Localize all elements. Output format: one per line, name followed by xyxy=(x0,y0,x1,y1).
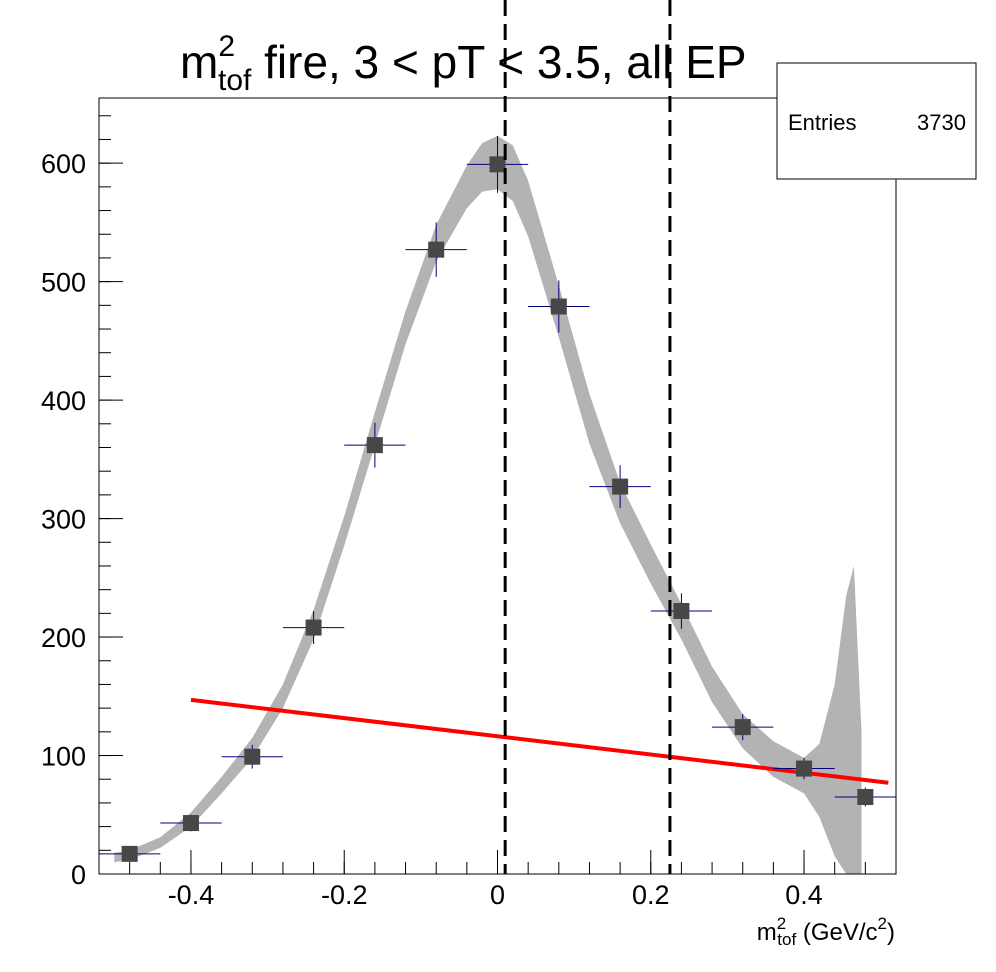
point-marker xyxy=(673,602,690,619)
background-fit-line xyxy=(190,697,889,785)
data-point xyxy=(466,135,529,193)
y-tick-label: 400 xyxy=(41,386,86,416)
axis-tick-labels: -0.4 -0.2 0 0.2 0.4 0 100 200 300 400 500 600 xyxy=(41,149,823,910)
xlabel-m: m xyxy=(757,919,777,946)
title-rest: fire, 3 < pT < 3.5, all EP xyxy=(251,36,746,88)
xlabel-unit: (GeV/c xyxy=(796,919,877,946)
stats-box-frame xyxy=(776,62,977,180)
xlabel-close: ) xyxy=(887,919,895,946)
point-marker xyxy=(612,478,629,495)
y-tick-label: 300 xyxy=(41,505,86,535)
x-tick-label: 0.2 xyxy=(632,880,670,910)
stats-entries-value: 3730 xyxy=(917,110,966,135)
data-point xyxy=(221,744,283,769)
point-marker xyxy=(428,241,445,258)
data-point xyxy=(282,610,345,645)
y-tick-label: 600 xyxy=(41,149,86,179)
point-marker xyxy=(305,619,322,636)
data-point xyxy=(834,787,896,807)
title-sup: 2 xyxy=(218,30,235,63)
data-point xyxy=(650,593,713,629)
xlabel-unit-sup: 2 xyxy=(878,914,887,933)
x-tick-label: -0.2 xyxy=(321,880,368,910)
point-marker xyxy=(121,845,138,862)
y-tick-label: 0 xyxy=(71,860,86,890)
data-point xyxy=(99,845,161,862)
data-points-layer xyxy=(99,135,896,862)
cut-lines-layer xyxy=(503,0,672,874)
point-marker xyxy=(489,156,506,173)
chart-title: m2 tof fire, 3 < pT < 3.5, all EP xyxy=(180,30,747,97)
y-tick-label: 500 xyxy=(41,268,86,298)
data-point xyxy=(405,222,467,277)
xlabel-sup: 2 xyxy=(777,914,786,933)
data-point xyxy=(160,814,222,832)
point-marker xyxy=(796,760,813,777)
title-sub: tof xyxy=(218,64,252,97)
point-marker xyxy=(366,437,383,454)
data-point xyxy=(712,714,774,741)
x-tick-label: 0 xyxy=(490,880,505,910)
data-point xyxy=(528,280,590,333)
stats-entries-label: Entries xyxy=(788,110,856,135)
title-m: m xyxy=(180,36,218,88)
point-marker xyxy=(550,298,567,315)
xlabel-sub: tof xyxy=(777,930,796,949)
x-tick-label: 0.4 xyxy=(785,880,823,910)
point-marker xyxy=(857,788,874,805)
point-marker xyxy=(734,719,751,736)
x-tick-label: -0.4 xyxy=(168,880,215,910)
y-tick-label: 100 xyxy=(41,742,86,772)
y-tick-label: 200 xyxy=(41,623,86,653)
background-fit-layer xyxy=(190,697,889,785)
stats-box: Entries 3730 xyxy=(776,62,977,180)
data-point xyxy=(773,757,835,780)
x-axis-label: m2 tof (GeV/c2) xyxy=(757,914,895,949)
data-point xyxy=(344,422,406,468)
axis-ticks xyxy=(98,115,897,875)
point-marker xyxy=(182,815,199,832)
data-point xyxy=(589,465,651,508)
point-marker xyxy=(244,748,261,765)
